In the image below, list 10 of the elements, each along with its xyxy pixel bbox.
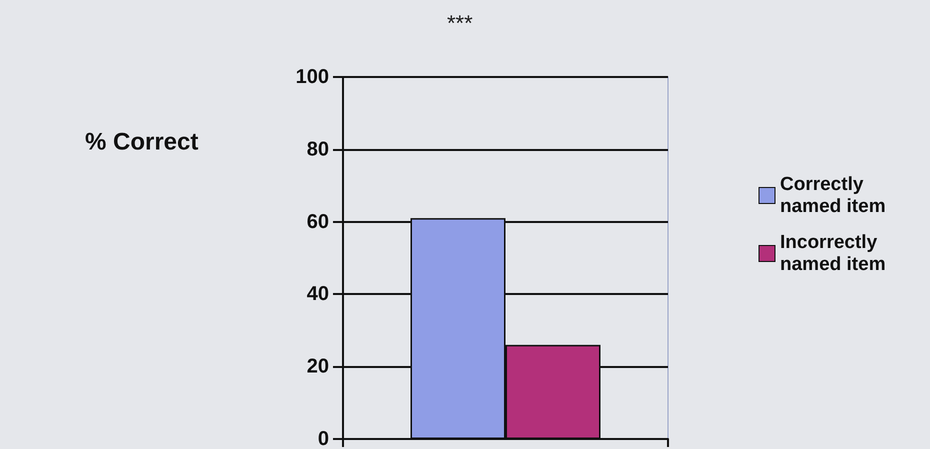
y-tick-label: 80	[306, 138, 329, 160]
y-tick-label: 100	[296, 66, 329, 88]
y-axis-title: % Correct	[85, 128, 198, 156]
y-tick-label: 20	[306, 356, 329, 378]
y-tick-label: 60	[306, 210, 329, 233]
text: ***	[447, 10, 474, 36]
y-tick-label: 40	[306, 283, 329, 306]
legend-label: Incorrectly named item	[780, 232, 886, 275]
legend-label: Correctly named item	[780, 174, 886, 217]
y-tick-label: 0	[318, 428, 329, 449]
